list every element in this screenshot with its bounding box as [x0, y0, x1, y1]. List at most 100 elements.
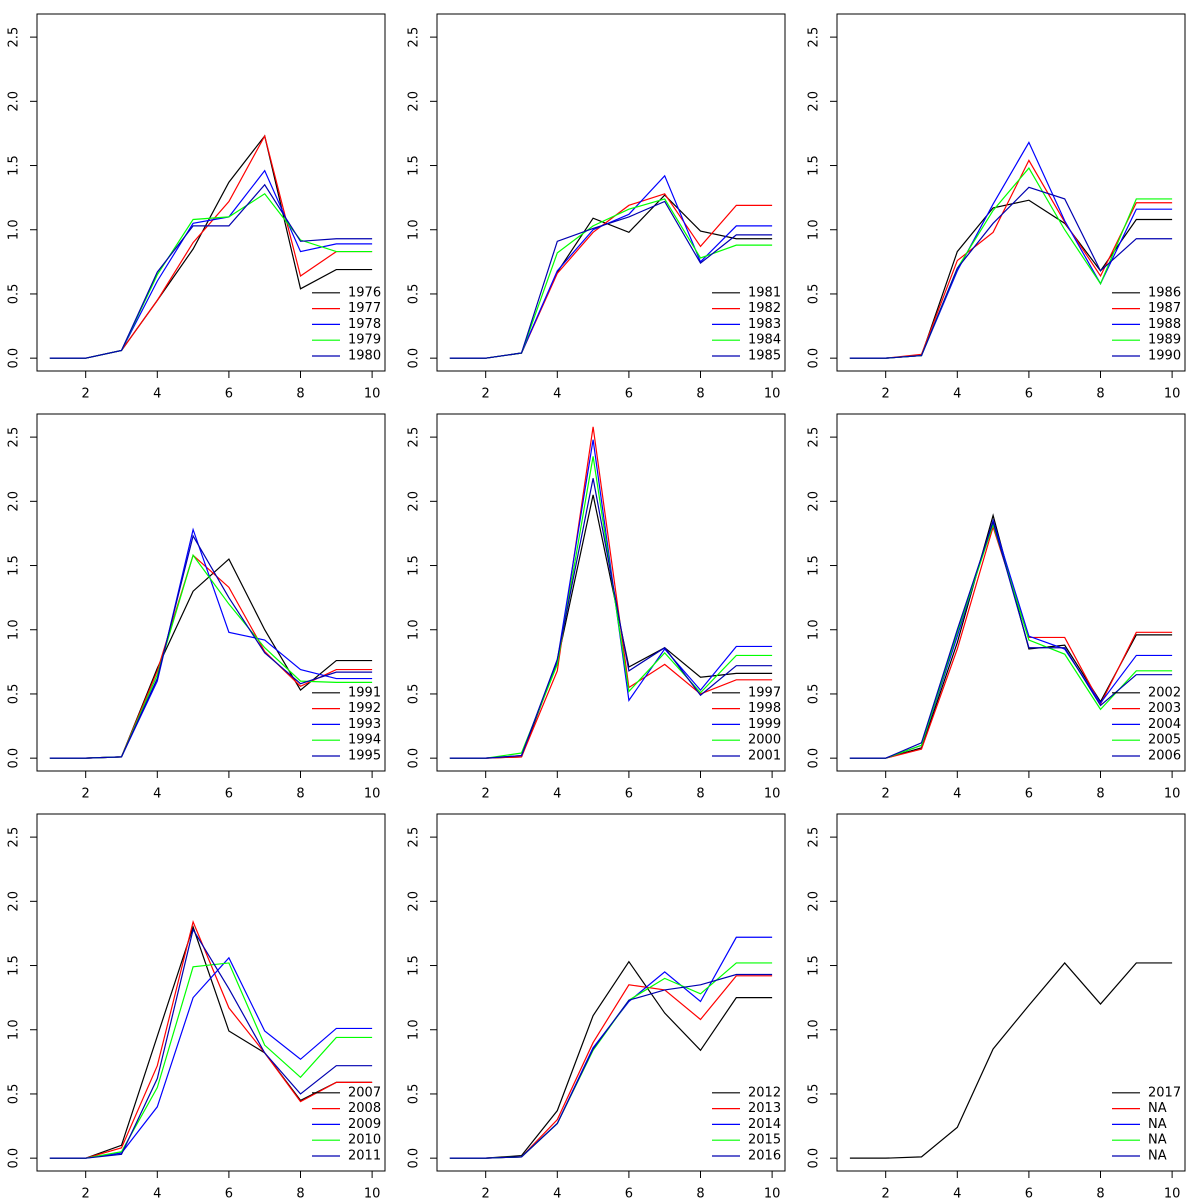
- x-tick-label: 2: [882, 1187, 890, 1200]
- y-tick-label: 0.5: [7, 284, 22, 305]
- x-tick-label: 2: [482, 387, 490, 402]
- legend-label: 1976: [348, 285, 381, 300]
- y-tick-label: 0.0: [807, 1148, 822, 1169]
- legend-label: NA: [1148, 1117, 1167, 1132]
- y-tick-label: 0.5: [7, 1084, 22, 1105]
- y-tick-label: 2.5: [407, 427, 422, 448]
- series-line: [449, 193, 773, 359]
- y-tick-label: 1.5: [7, 155, 22, 176]
- y-tick-label: 1.0: [407, 219, 422, 240]
- legend-label: 1981: [748, 285, 781, 300]
- y-tick-label: 0.5: [807, 684, 822, 705]
- series-line: [849, 962, 1173, 1159]
- x-tick-label: 4: [953, 387, 961, 402]
- x-tick-label: 4: [553, 1187, 561, 1200]
- series-line: [49, 534, 373, 759]
- plot-box: [436, 13, 786, 372]
- x-tick-label: 6: [1025, 387, 1033, 402]
- series-line: [449, 426, 773, 759]
- x-tick-label: 4: [553, 787, 561, 802]
- y-tick-label: 1.0: [807, 619, 822, 640]
- series-line: [449, 439, 773, 759]
- series-line: [849, 522, 1173, 759]
- x-tick-label: 8: [1096, 1187, 1104, 1200]
- series-line: [449, 973, 773, 1159]
- x-tick-label: 6: [225, 387, 233, 402]
- x-tick-label: 2: [882, 387, 890, 402]
- x-tick-label: 4: [153, 1187, 161, 1200]
- legend-label: 2005: [1148, 733, 1181, 748]
- legend-label: 1989: [1148, 333, 1181, 348]
- x-tick-label: 10: [364, 387, 381, 402]
- series-line: [849, 513, 1173, 759]
- legend-label: NA: [1148, 1149, 1167, 1164]
- y-tick-label: 2.5: [7, 827, 22, 848]
- plot-box: [36, 13, 386, 372]
- legend-label: 1988: [1148, 317, 1181, 332]
- legend-label: 2017: [1148, 1085, 1181, 1100]
- x-tick-label: 4: [953, 1187, 961, 1200]
- legend-label: 1999: [748, 717, 781, 732]
- series-line: [849, 159, 1173, 359]
- y-tick-label: 2.0: [807, 891, 822, 912]
- legend-label: 2006: [1148, 749, 1181, 764]
- legend-label: 1985: [748, 349, 781, 364]
- series-line: [49, 962, 373, 1159]
- y-tick-label: 1.5: [807, 955, 822, 976]
- y-tick-label: 1.5: [407, 155, 422, 176]
- x-tick-label: 10: [764, 1187, 781, 1200]
- y-tick-label: 2.0: [807, 491, 822, 512]
- legend-label: 1980: [348, 349, 381, 364]
- y-tick-label: 0.0: [807, 748, 822, 769]
- series-line: [449, 200, 773, 359]
- y-tick-label: 2.5: [807, 27, 822, 48]
- y-tick-label: 2.5: [407, 27, 422, 48]
- x-tick-label: 8: [696, 387, 704, 402]
- series-line: [449, 478, 773, 759]
- series-line: [849, 199, 1173, 359]
- y-tick-label: 1.0: [807, 1019, 822, 1040]
- series-line: [849, 524, 1173, 759]
- legend-label: 2011: [348, 1149, 381, 1164]
- x-tick-label: 10: [764, 787, 781, 802]
- legend-label: 1994: [348, 733, 381, 748]
- series-line: [49, 169, 373, 359]
- y-tick-label: 1.5: [7, 555, 22, 576]
- y-tick-label: 0.0: [7, 1148, 22, 1169]
- y-tick-label: 1.0: [7, 219, 22, 240]
- y-tick-label: 1.5: [807, 155, 822, 176]
- x-tick-label: 2: [82, 1187, 90, 1200]
- y-tick-label: 1.5: [807, 555, 822, 576]
- x-tick-label: 2: [82, 387, 90, 402]
- plot-box: [436, 813, 786, 1172]
- y-tick-label: 2.5: [7, 27, 22, 48]
- legend-label: 1995: [348, 749, 381, 764]
- x-tick-label: 2: [882, 787, 890, 802]
- legend-label: 1979: [348, 333, 381, 348]
- legend-label: 1984: [748, 333, 781, 348]
- x-tick-label: 6: [1025, 787, 1033, 802]
- legend-label: 1997: [748, 685, 781, 700]
- y-tick-label: 0.5: [407, 1084, 422, 1105]
- y-tick-label: 0.0: [807, 348, 822, 369]
- x-tick-label: 10: [1164, 1187, 1181, 1200]
- series-line: [449, 975, 773, 1159]
- y-tick-label: 1.0: [807, 219, 822, 240]
- y-tick-label: 0.0: [7, 348, 22, 369]
- x-tick-label: 4: [553, 387, 561, 402]
- x-tick-label: 10: [364, 1187, 381, 1200]
- y-tick-label: 1.5: [407, 555, 422, 576]
- x-tick-label: 8: [696, 1187, 704, 1200]
- legend-label: 1982: [748, 301, 781, 316]
- y-tick-label: 2.0: [407, 891, 422, 912]
- legend-label: 2012: [748, 1085, 781, 1100]
- series-line: [449, 494, 773, 759]
- x-tick-label: 2: [482, 1187, 490, 1200]
- y-tick-label: 1.0: [7, 1019, 22, 1040]
- legend-label: 2001: [748, 749, 781, 764]
- y-tick-label: 2.0: [807, 91, 822, 112]
- y-tick-label: 1.0: [407, 1019, 422, 1040]
- x-tick-label: 8: [696, 787, 704, 802]
- legend-label: 2010: [348, 1133, 381, 1148]
